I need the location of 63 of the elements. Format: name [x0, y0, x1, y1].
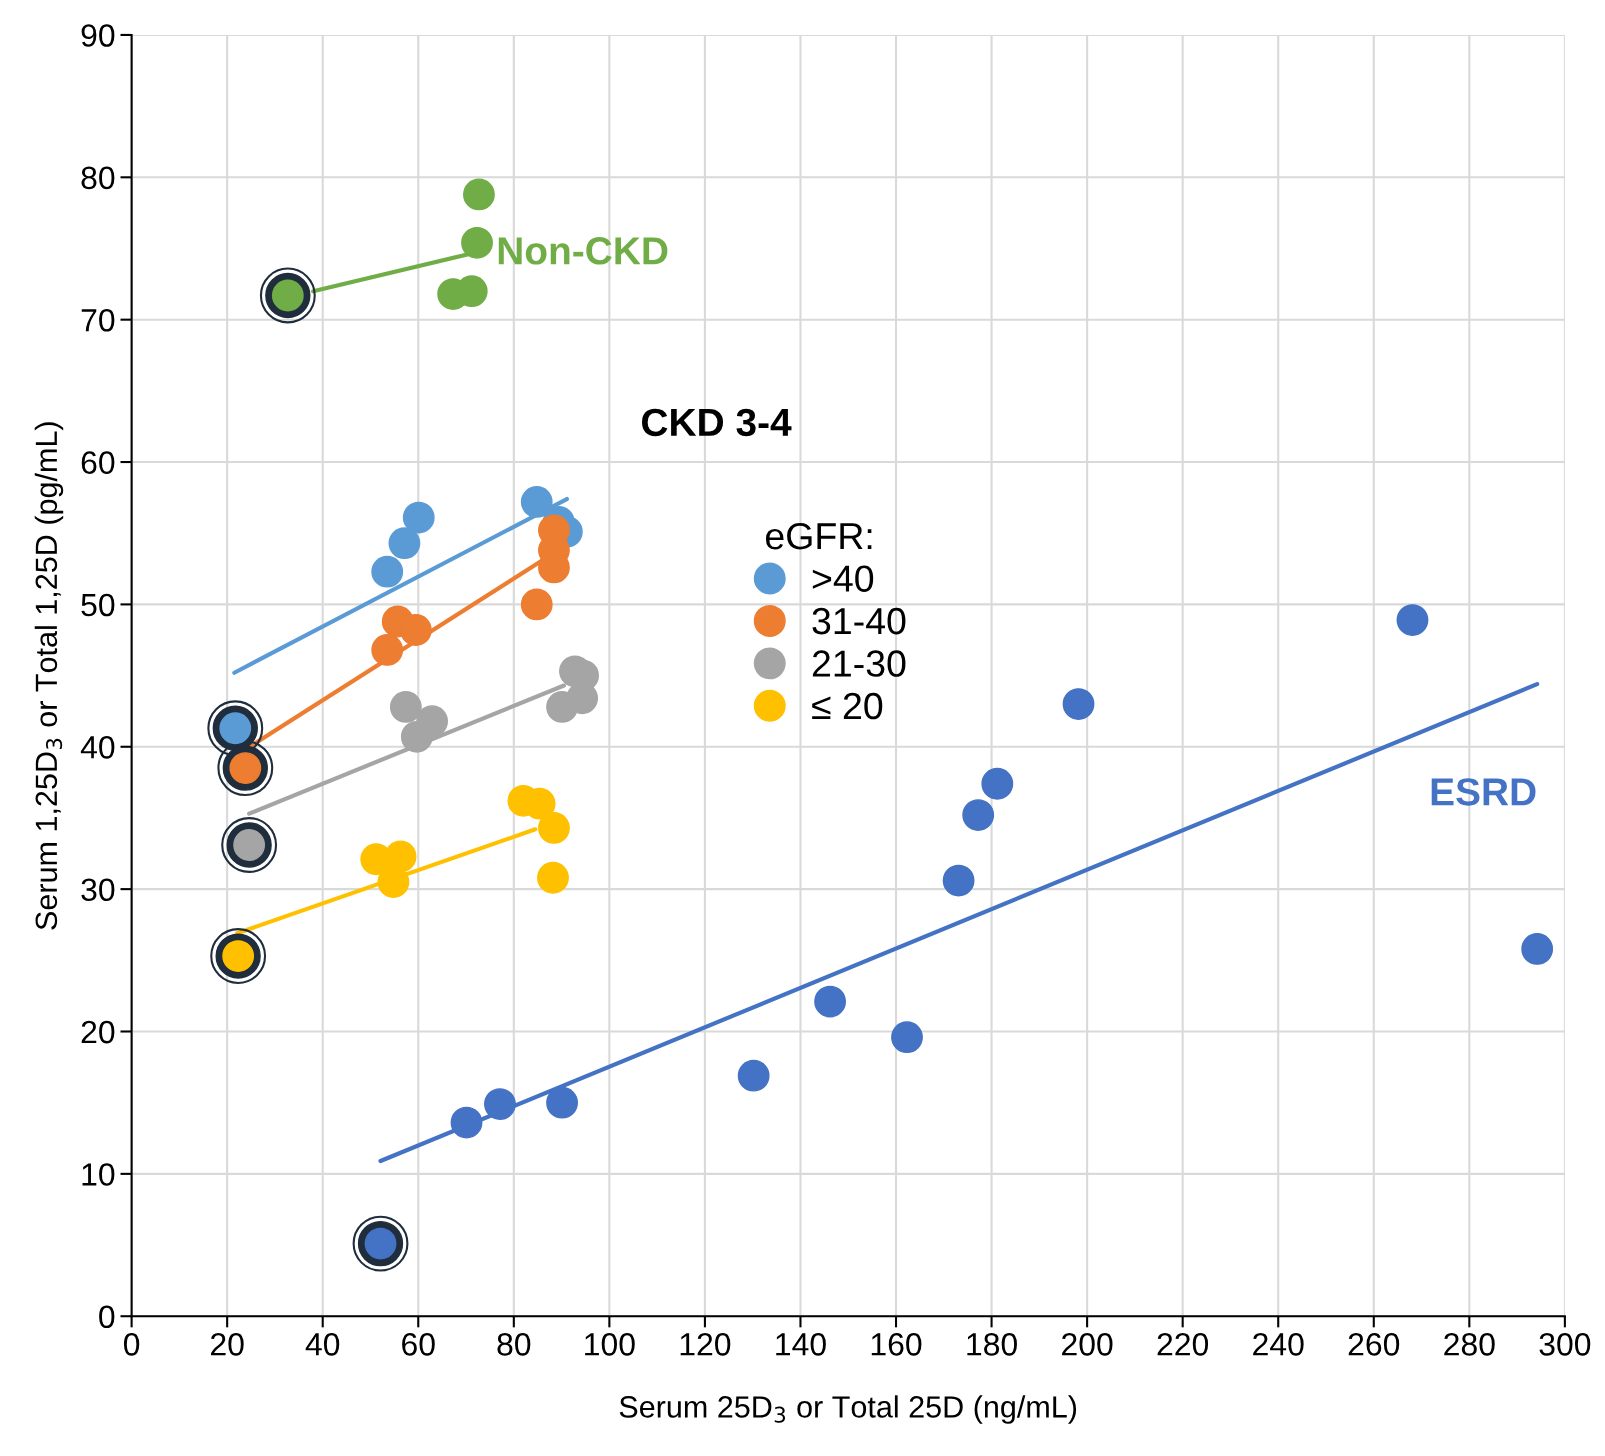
y-axis-title: Serum 1,25D$_{3}$ or Total 1,25D (pg/mL)	[34, 422, 64, 930]
point	[538, 812, 570, 844]
y-tick-label: 0	[99, 1305, 115, 1329]
x-tick-label: 160	[871, 1333, 922, 1356]
point	[1521, 933, 1554, 965]
legend-label: >40	[812, 565, 874, 592]
point	[371, 634, 404, 666]
legend-label: 21-30	[812, 650, 906, 677]
point	[520, 485, 553, 518]
point	[891, 1021, 923, 1054]
x-tick-label: 80	[497, 1333, 531, 1356]
point	[942, 864, 975, 897]
x-tick-label: 40	[305, 1333, 340, 1356]
x-tick-label: 240	[1253, 1333, 1304, 1356]
legend-title: eGFR:	[765, 522, 872, 550]
point	[388, 527, 421, 560]
point	[400, 720, 433, 753]
x-tick-label: 20	[211, 1333, 244, 1356]
x-tick-label: 200	[1062, 1333, 1113, 1356]
x-tick-label: 220	[1157, 1333, 1209, 1356]
x-tick-label: 100	[585, 1333, 635, 1356]
point	[962, 799, 995, 832]
point	[520, 588, 553, 621]
point	[537, 861, 569, 894]
point	[384, 840, 417, 873]
y-tick-label: 80	[81, 166, 115, 190]
x-tick-label: 0	[123, 1333, 140, 1356]
x-tick-label: 140	[776, 1333, 826, 1356]
x-tick-label: 280	[1444, 1333, 1495, 1356]
point	[484, 1088, 516, 1121]
legend-label: 31-40	[812, 607, 906, 635]
y-tick-label: 30	[81, 878, 115, 902]
annotation: CKD 3-4	[642, 408, 792, 437]
x-axis-title: Serum 25D$_{3}$ or Total 25D (ng/mL)	[619, 1395, 1077, 1424]
point	[461, 226, 493, 259]
y-tick-label: 40	[80, 736, 115, 759]
point	[371, 555, 404, 588]
y-tick-label: 50	[81, 593, 115, 617]
y-tick-label: 10	[82, 1163, 115, 1186]
x-tick-label: 180	[967, 1333, 1017, 1356]
series-label: ESRD	[1431, 778, 1536, 806]
y-tick-label: 60	[81, 451, 115, 474]
point	[1396, 604, 1429, 636]
point	[814, 985, 846, 1018]
x-tick-label: 260	[1348, 1333, 1400, 1356]
point	[399, 614, 432, 646]
series-label: Non-CKD	[498, 237, 668, 265]
point	[546, 1086, 578, 1119]
y-tick-label: 20	[81, 1020, 115, 1044]
x-tick-label: 120	[680, 1333, 731, 1356]
point	[389, 690, 422, 723]
point	[1062, 688, 1095, 720]
legend-label: ≤ 20	[812, 692, 883, 720]
x-tick-label: 60	[402, 1333, 435, 1356]
y-tick-label: 90	[81, 24, 115, 47]
x-tick-label: 300	[1539, 1333, 1591, 1356]
y-tick-label: 70	[81, 308, 115, 332]
point	[402, 501, 435, 534]
point	[463, 178, 495, 211]
point	[737, 1059, 770, 1092]
point	[981, 767, 1014, 800]
point	[377, 866, 410, 898]
point	[450, 1106, 483, 1139]
